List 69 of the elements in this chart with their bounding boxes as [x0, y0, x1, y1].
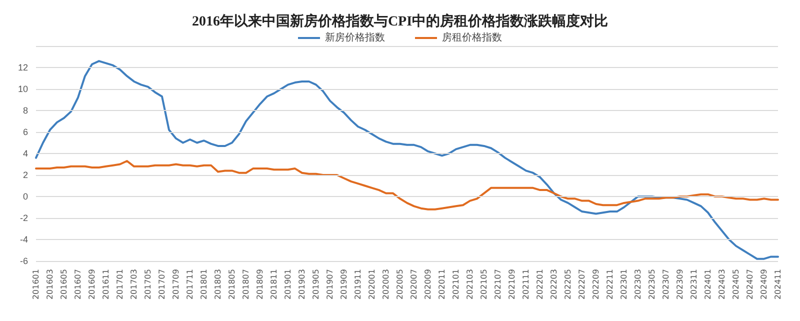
x-tick-label: 202111 [522, 269, 530, 300]
legend-label: 新房价格指数 [325, 32, 385, 44]
x-tick-label: 202407 [746, 269, 754, 300]
x-tick-label: 202103 [466, 269, 474, 300]
chart-title: 2016年以来中国新房价格指数与CPI中的房租价格指数涨跌幅度对比 [192, 12, 608, 30]
y-tick-label: -2 [20, 213, 28, 223]
x-tick-label: 201803 [214, 269, 222, 300]
x-tick-label: 202205 [564, 269, 572, 300]
x-tick-label: 202403 [718, 269, 726, 300]
x-tick-label: 202005 [396, 269, 404, 300]
x-tick-label: 201709 [172, 269, 180, 300]
x-tick-label: 202107 [494, 269, 502, 300]
x-tick-label: 201605 [60, 269, 68, 300]
x-tick-label: 202311 [690, 269, 698, 300]
x-tick-label: 202201 [536, 269, 544, 300]
x-tick-label: 201705 [144, 269, 152, 300]
x-tick-label: 201609 [88, 269, 96, 300]
x-tick-label: 202211 [606, 269, 614, 300]
x-tick-label: 202303 [634, 269, 642, 300]
x-tick-label: 202003 [382, 269, 390, 300]
line-series [35, 60, 779, 260]
x-tick-label: 201607 [74, 269, 82, 300]
x-tick-label: 201811 [270, 269, 278, 300]
x-tick-label: 201801 [200, 269, 208, 300]
y-tick-label: 8 [22, 106, 28, 116]
x-tick-label: 202305 [648, 269, 656, 300]
legend-label: 房租价格指数 [442, 32, 502, 44]
x-tick-label: 201711 [186, 269, 194, 300]
x-tick-label: 201603 [46, 269, 54, 300]
x-tick-label: 202411 [774, 269, 782, 300]
x-tick-label: 201611 [102, 269, 110, 300]
x-tick-label: 202401 [704, 269, 712, 300]
x-tick-label: 201707 [158, 269, 166, 300]
x-tick-label: 202301 [620, 269, 628, 300]
y-tick-label: 4 [22, 148, 28, 158]
x-tick-label: 202001 [368, 269, 376, 300]
x-tick-label: 202207 [578, 269, 586, 300]
y-tick-label: -4 [20, 234, 28, 244]
x-tick-label: 201805 [228, 269, 236, 300]
y-tick-label: 2 [22, 170, 28, 180]
x-tick-label: 202109 [508, 269, 516, 300]
y-tick-label: 10 [18, 84, 28, 94]
y-tick-label: 0 [22, 192, 28, 202]
x-tick-label: 202009 [424, 269, 432, 300]
x-tick-label: 201807 [242, 269, 250, 300]
line-series [35, 160, 779, 210]
x-tick-label: 201901 [284, 269, 292, 300]
x-tick-label: 202203 [550, 269, 558, 300]
x-tick-label: 201909 [340, 269, 348, 300]
x-tick-label: 201905 [312, 269, 320, 300]
x-tick-label: 202105 [480, 269, 488, 300]
y-tick-label: 12 [18, 62, 28, 72]
x-tick-label: 202307 [662, 269, 670, 300]
x-tick-label: 201809 [256, 269, 264, 300]
x-tick-label: 202011 [438, 269, 446, 300]
x-tick-label: 201703 [130, 269, 138, 300]
x-tick-label: 202309 [676, 269, 684, 300]
x-tick-label: 201601 [32, 269, 40, 300]
x-tick-label: 201911 [354, 269, 362, 300]
x-tick-label: 202409 [760, 269, 768, 300]
x-tick-label: 202209 [592, 269, 600, 300]
x-tick-label: 202007 [410, 269, 418, 300]
x-tick-label: 201701 [116, 269, 124, 300]
y-tick-label: -6 [20, 256, 28, 266]
x-tick-label: 202101 [452, 269, 460, 300]
x-tick-label: 201903 [298, 269, 306, 300]
x-tick-label: 201907 [326, 269, 334, 300]
x-tick-label: 202405 [732, 269, 740, 300]
y-tick-label: 6 [22, 127, 28, 137]
